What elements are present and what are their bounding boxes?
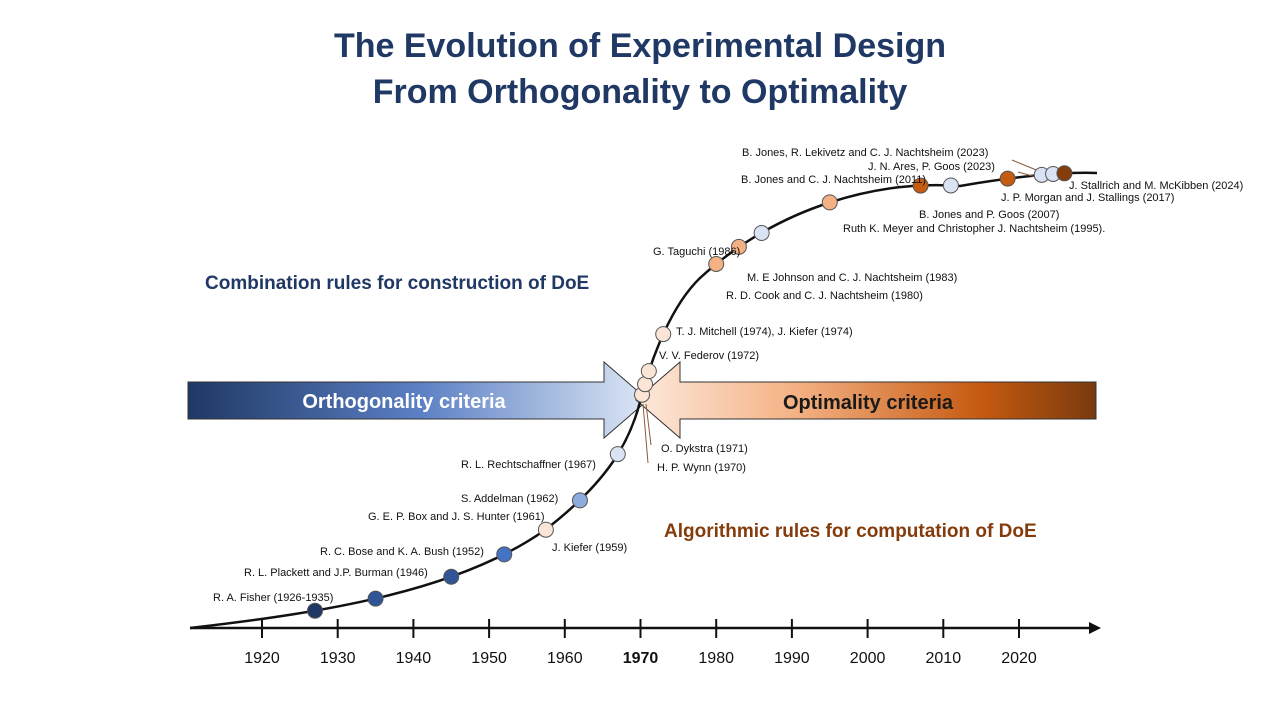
- construction-phase-label: Combination rules for construction of Do…: [205, 273, 589, 294]
- milestone-label: M. E Johnson and C. J. Nachtsheim (1983): [747, 272, 957, 284]
- milestone-label: S. Addelman (1962): [461, 493, 558, 505]
- title-line-2: From Orthogonality to Optimality: [372, 73, 908, 111]
- optimality-label: Optimality criteria: [783, 392, 954, 414]
- x-axis-tick-label: 1990: [774, 650, 810, 667]
- milestone-marker-20: [1056, 165, 1073, 182]
- milestone-marker-4: [571, 492, 588, 509]
- milestone-label: Ruth K. Meyer and Christopher J. Nachtsh…: [843, 223, 1105, 235]
- optimality-arrow: [635, 360, 1097, 440]
- milestone-label: B. Jones and C. J. Nachtsheim (2011): [741, 174, 926, 186]
- milestone-label: H. P. Wynn (1970): [657, 462, 746, 474]
- milestone-labels: R. A. Fisher (1926-1935) R. L. Plackett …: [213, 147, 1243, 604]
- milestone-label: R. C. Bose and K. A. Bush (1952): [320, 546, 484, 558]
- milestone-marker-16: [942, 177, 959, 194]
- milestone-label: G. Taguchi (1986): [653, 246, 740, 258]
- milestone-markers: [306, 165, 1073, 619]
- milestone-marker-13: [753, 224, 770, 241]
- milestone-marker-10: [655, 326, 672, 343]
- computation-phase-label: Algorithmic rules for computation of DoE: [664, 521, 1037, 542]
- milestone-label: R. L. Rechtschaffner (1967): [461, 459, 596, 471]
- x-axis-tick-label: 1920: [244, 650, 280, 667]
- milestone-marker-9: [640, 363, 657, 380]
- milestone-marker-17: [999, 170, 1016, 187]
- milestone-marker-0: [306, 602, 323, 619]
- title-line-1: The Evolution of Experimental Design: [333, 27, 947, 65]
- milestone-marker-2: [443, 568, 460, 585]
- milestone-label: R. L. Plackett and J.P. Burman (1946): [244, 567, 428, 579]
- milestone-label: J. N. Ares, P. Goos (2023): [868, 161, 995, 173]
- milestone-label: J. P. Morgan and J. Stallings (2017): [1001, 192, 1174, 204]
- milestone-label: T. J. Mitchell (1974), J. Kiefer (1974): [676, 326, 853, 338]
- milestone-label: J. Stallrich and M. McKibben (2024): [1069, 180, 1243, 192]
- milestone-marker-3: [496, 546, 513, 563]
- s-curve: [189, 171, 1098, 630]
- milestone-label: G. E. P. Box and J. S. Hunter (1961): [368, 511, 545, 523]
- milestone-marker-11: [708, 255, 725, 272]
- x-axis-tick-label: 1960: [547, 650, 583, 667]
- orthogonality-label: Orthogonality criteria: [302, 391, 506, 413]
- x-axis-tick-label: 1940: [396, 650, 432, 667]
- orthogonality-arrow: [187, 360, 649, 440]
- milestone-label: R. D. Cook and C. J. Nachtsheim (1980): [726, 290, 923, 302]
- milestone-label: B. Jones, R. Lekivetz and C. J. Nachtshe…: [742, 147, 988, 159]
- x-axis-tick-label: 1970: [623, 650, 659, 667]
- x-axis-tick-label: 1950: [471, 650, 507, 667]
- x-axis-tick-label: 2020: [1001, 650, 1037, 667]
- milestone-marker-5: [609, 446, 626, 463]
- milestone-marker-1: [367, 590, 384, 607]
- milestone-marker-14: [821, 194, 838, 211]
- milestone-marker-12: [730, 238, 747, 255]
- milestone-label: V. V. Federov (1972): [659, 350, 759, 362]
- milestone-label: B. Jones and P. Goos (2007): [919, 209, 1059, 221]
- x-axis-tick-label: 1980: [698, 650, 734, 667]
- x-axis-tick-label: 2010: [926, 650, 962, 667]
- milestone-label: O. Dykstra (1971): [661, 443, 748, 455]
- milestone-marker-6: [537, 521, 554, 538]
- milestone-label: R. A. Fisher (1926-1935): [213, 592, 333, 604]
- x-axis-tick-label: 2000: [850, 650, 886, 667]
- milestone-label: J. Kiefer (1959): [552, 542, 627, 554]
- x-axis-ticks: 1920 1930 1940 1950 1960 1970 1980 1990 2000 2010…: [244, 619, 1037, 667]
- milestone-marker-15: [912, 177, 929, 194]
- x-axis-arrowhead: [1089, 622, 1101, 634]
- x-axis-tick-label: 1930: [320, 650, 356, 667]
